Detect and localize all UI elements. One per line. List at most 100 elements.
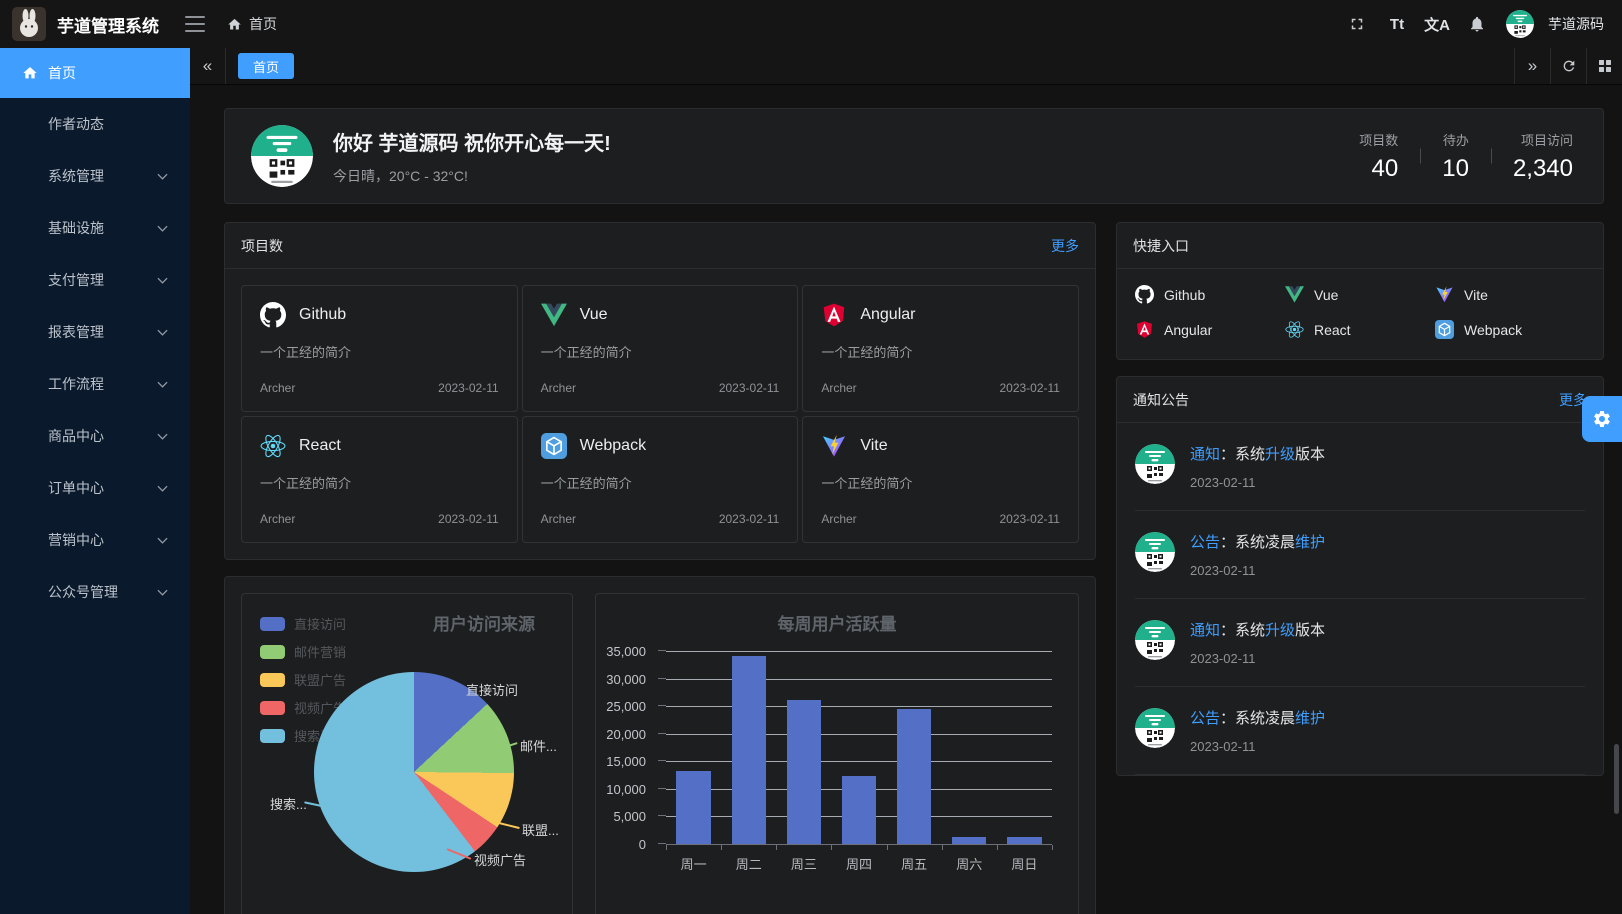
gridline [666, 733, 1052, 735]
bar[interactable] [731, 656, 766, 844]
sidebar-item[interactable]: 首页 [0, 48, 190, 98]
project-logo-icon [260, 433, 286, 459]
y-axis-label: 30,000 [606, 671, 646, 687]
shortcut-item[interactable]: Webpack [1435, 320, 1585, 339]
breadcrumb-home[interactable]: 首页 [249, 16, 277, 32]
chevron-down-icon [157, 485, 168, 492]
projects-more-link[interactable]: 更多 [1051, 237, 1079, 254]
bar-plot-area[interactable] [658, 650, 1053, 850]
pie-chart-title: 用户访问来源 [433, 615, 535, 634]
projects-panel-title: 项目数 [241, 237, 283, 254]
fullscreen-button[interactable] [1340, 7, 1374, 41]
tabs-scroll-left-button[interactable]: « [190, 48, 226, 84]
y-tick-mark [658, 677, 666, 679]
sidebar-item[interactable]: 支付管理 [0, 254, 190, 306]
bar[interactable] [897, 708, 932, 844]
project-logo-icon [540, 433, 567, 459]
legend-item[interactable]: 邮件营销 [260, 642, 346, 661]
bar[interactable] [676, 771, 711, 844]
shortcut-logo-icon [1135, 285, 1154, 304]
project-description: 一个正经的简介 [260, 476, 352, 491]
tab-home[interactable]: 首页 [238, 53, 295, 79]
legend-swatch [260, 672, 285, 687]
qr-avatar-icon [251, 125, 313, 187]
bar[interactable] [841, 776, 877, 844]
notices-more-link[interactable]: 更多 [1559, 391, 1587, 408]
tabs-scroll-right-button[interactable]: » [1514, 48, 1550, 84]
y-tick-mark [658, 815, 666, 817]
notice-avatar [1135, 620, 1175, 660]
shortcut-item[interactable]: React [1285, 320, 1435, 339]
user-avatar[interactable] [1506, 10, 1534, 38]
sidebar-item[interactable]: 作者动态 [0, 98, 190, 150]
refresh-button[interactable] [1550, 48, 1586, 84]
project-card[interactable]: Vue 一个正经的简介 Archer 2023-02-11 [521, 285, 799, 412]
sidebar-item[interactable]: 订单中心 [0, 462, 190, 514]
sidebar-item[interactable]: 商品中心 [0, 410, 190, 462]
notice-item[interactable]: 通知：系统升级版本 2023-02-11 [1135, 423, 1585, 511]
project-card[interactable]: Angular 一个正经的简介 Archer 2023-02-11 [802, 285, 1079, 412]
sidebar-item[interactable]: 基础设施 [0, 202, 190, 254]
shortcut-label: Angular [1164, 321, 1213, 338]
project-author: Archer [821, 512, 857, 526]
legend-swatch [260, 728, 285, 743]
menu-collapse-icon[interactable] [185, 16, 205, 32]
sidebar-item[interactable]: 报表管理 [0, 306, 190, 358]
sidebar-item[interactable]: 公众号管理 [0, 566, 190, 618]
project-author: Archer [260, 512, 296, 526]
pie-chart[interactable] [314, 672, 514, 872]
notice-item[interactable]: 公告：系统凌晨维护 2023-02-11 [1135, 687, 1585, 775]
legend-item[interactable]: 直接访问 [260, 614, 346, 633]
y-tick-mark [658, 650, 666, 651]
font-size-button[interactable]: Tt [1389, 15, 1405, 33]
sidebar-item[interactable]: 营销中心 [0, 514, 190, 566]
shortcut-item[interactable]: Vue [1285, 285, 1435, 304]
bar-column [831, 652, 886, 844]
notice-item[interactable]: 通知：系统升级版本 2023-02-11 [1135, 599, 1585, 687]
notification-button[interactable] [1460, 7, 1494, 41]
shortcut-item[interactable]: Github [1135, 285, 1285, 304]
bar[interactable] [1007, 836, 1042, 844]
tab-options-button[interactable] [1586, 48, 1622, 84]
pie-chart-card: 直接访问 邮件营销 联盟广告 视频广告 搜索引擎 用户访问来源 直接访问邮件..… [241, 593, 573, 914]
theme-settings-button[interactable] [1582, 396, 1622, 442]
project-description: 一个正经的简介 [540, 476, 632, 491]
sidebar-item[interactable]: 系统管理 [0, 150, 190, 202]
stat-value: 10 [1442, 154, 1469, 182]
legend-item[interactable]: 联盟广告 [260, 670, 346, 689]
gridline [666, 651, 1052, 652]
bar[interactable] [952, 836, 987, 844]
chevron-down-icon [157, 589, 168, 596]
shortcut-item[interactable]: Angular [1135, 320, 1285, 339]
bar[interactable] [786, 699, 821, 844]
project-description: 一个正经的简介 [260, 345, 352, 360]
locale-button[interactable]: 文A [1424, 16, 1450, 34]
bar-chart-title: 每周用户活跃量 [777, 615, 897, 634]
x-axis-label: 周五 [901, 857, 928, 872]
notice-item[interactable]: 公告：系统凌晨维护 2023-02-11 [1135, 511, 1585, 599]
breadcrumb[interactable]: 首页 [227, 14, 277, 34]
project-card[interactable]: Github 一个正经的简介 Archer 2023-02-11 [241, 285, 518, 412]
username[interactable]: 芋道源码 [1548, 16, 1604, 32]
bar-column [887, 652, 942, 844]
stat-item: 待办 10 [1420, 130, 1491, 183]
project-card[interactable]: Webpack 一个正经的简介 Archer 2023-02-11 [521, 416, 799, 543]
app-header: 芋道管理系统 首页 Tt 文A 芋道源码 [0, 0, 1622, 48]
scrollbar-thumb[interactable] [1614, 744, 1619, 814]
project-card[interactable]: React 一个正经的简介 Archer 2023-02-11 [241, 416, 518, 543]
shortcut-item[interactable]: Vite [1435, 285, 1585, 304]
project-card[interactable]: Vite 一个正经的简介 Archer 2023-02-11 [802, 416, 1079, 543]
pie-callout-label: 联盟... [522, 823, 559, 838]
legend-swatch [260, 700, 285, 715]
pie-callout-label: 邮件... [520, 739, 557, 754]
main-content: 你好 芋道源码 祝你开心每一天! 今日晴，20°C - 32°C! 项目数 40… [190, 85, 1622, 914]
y-tick-mark [658, 787, 666, 789]
weather-text: 今日晴，20°C - 32°C! [333, 167, 468, 184]
sidebar-item[interactable]: 工作流程 [0, 358, 190, 410]
project-name: React [299, 437, 341, 454]
notice-list: 通知：系统升级版本 2023-02-11 公告：系统凌晨维护 2023-02-1… [1117, 423, 1603, 775]
tab-list: 首页 [226, 48, 1514, 84]
project-logo-icon [260, 302, 286, 328]
qr-avatar-icon [1135, 444, 1175, 484]
project-date: 2023-02-11 [438, 381, 499, 395]
